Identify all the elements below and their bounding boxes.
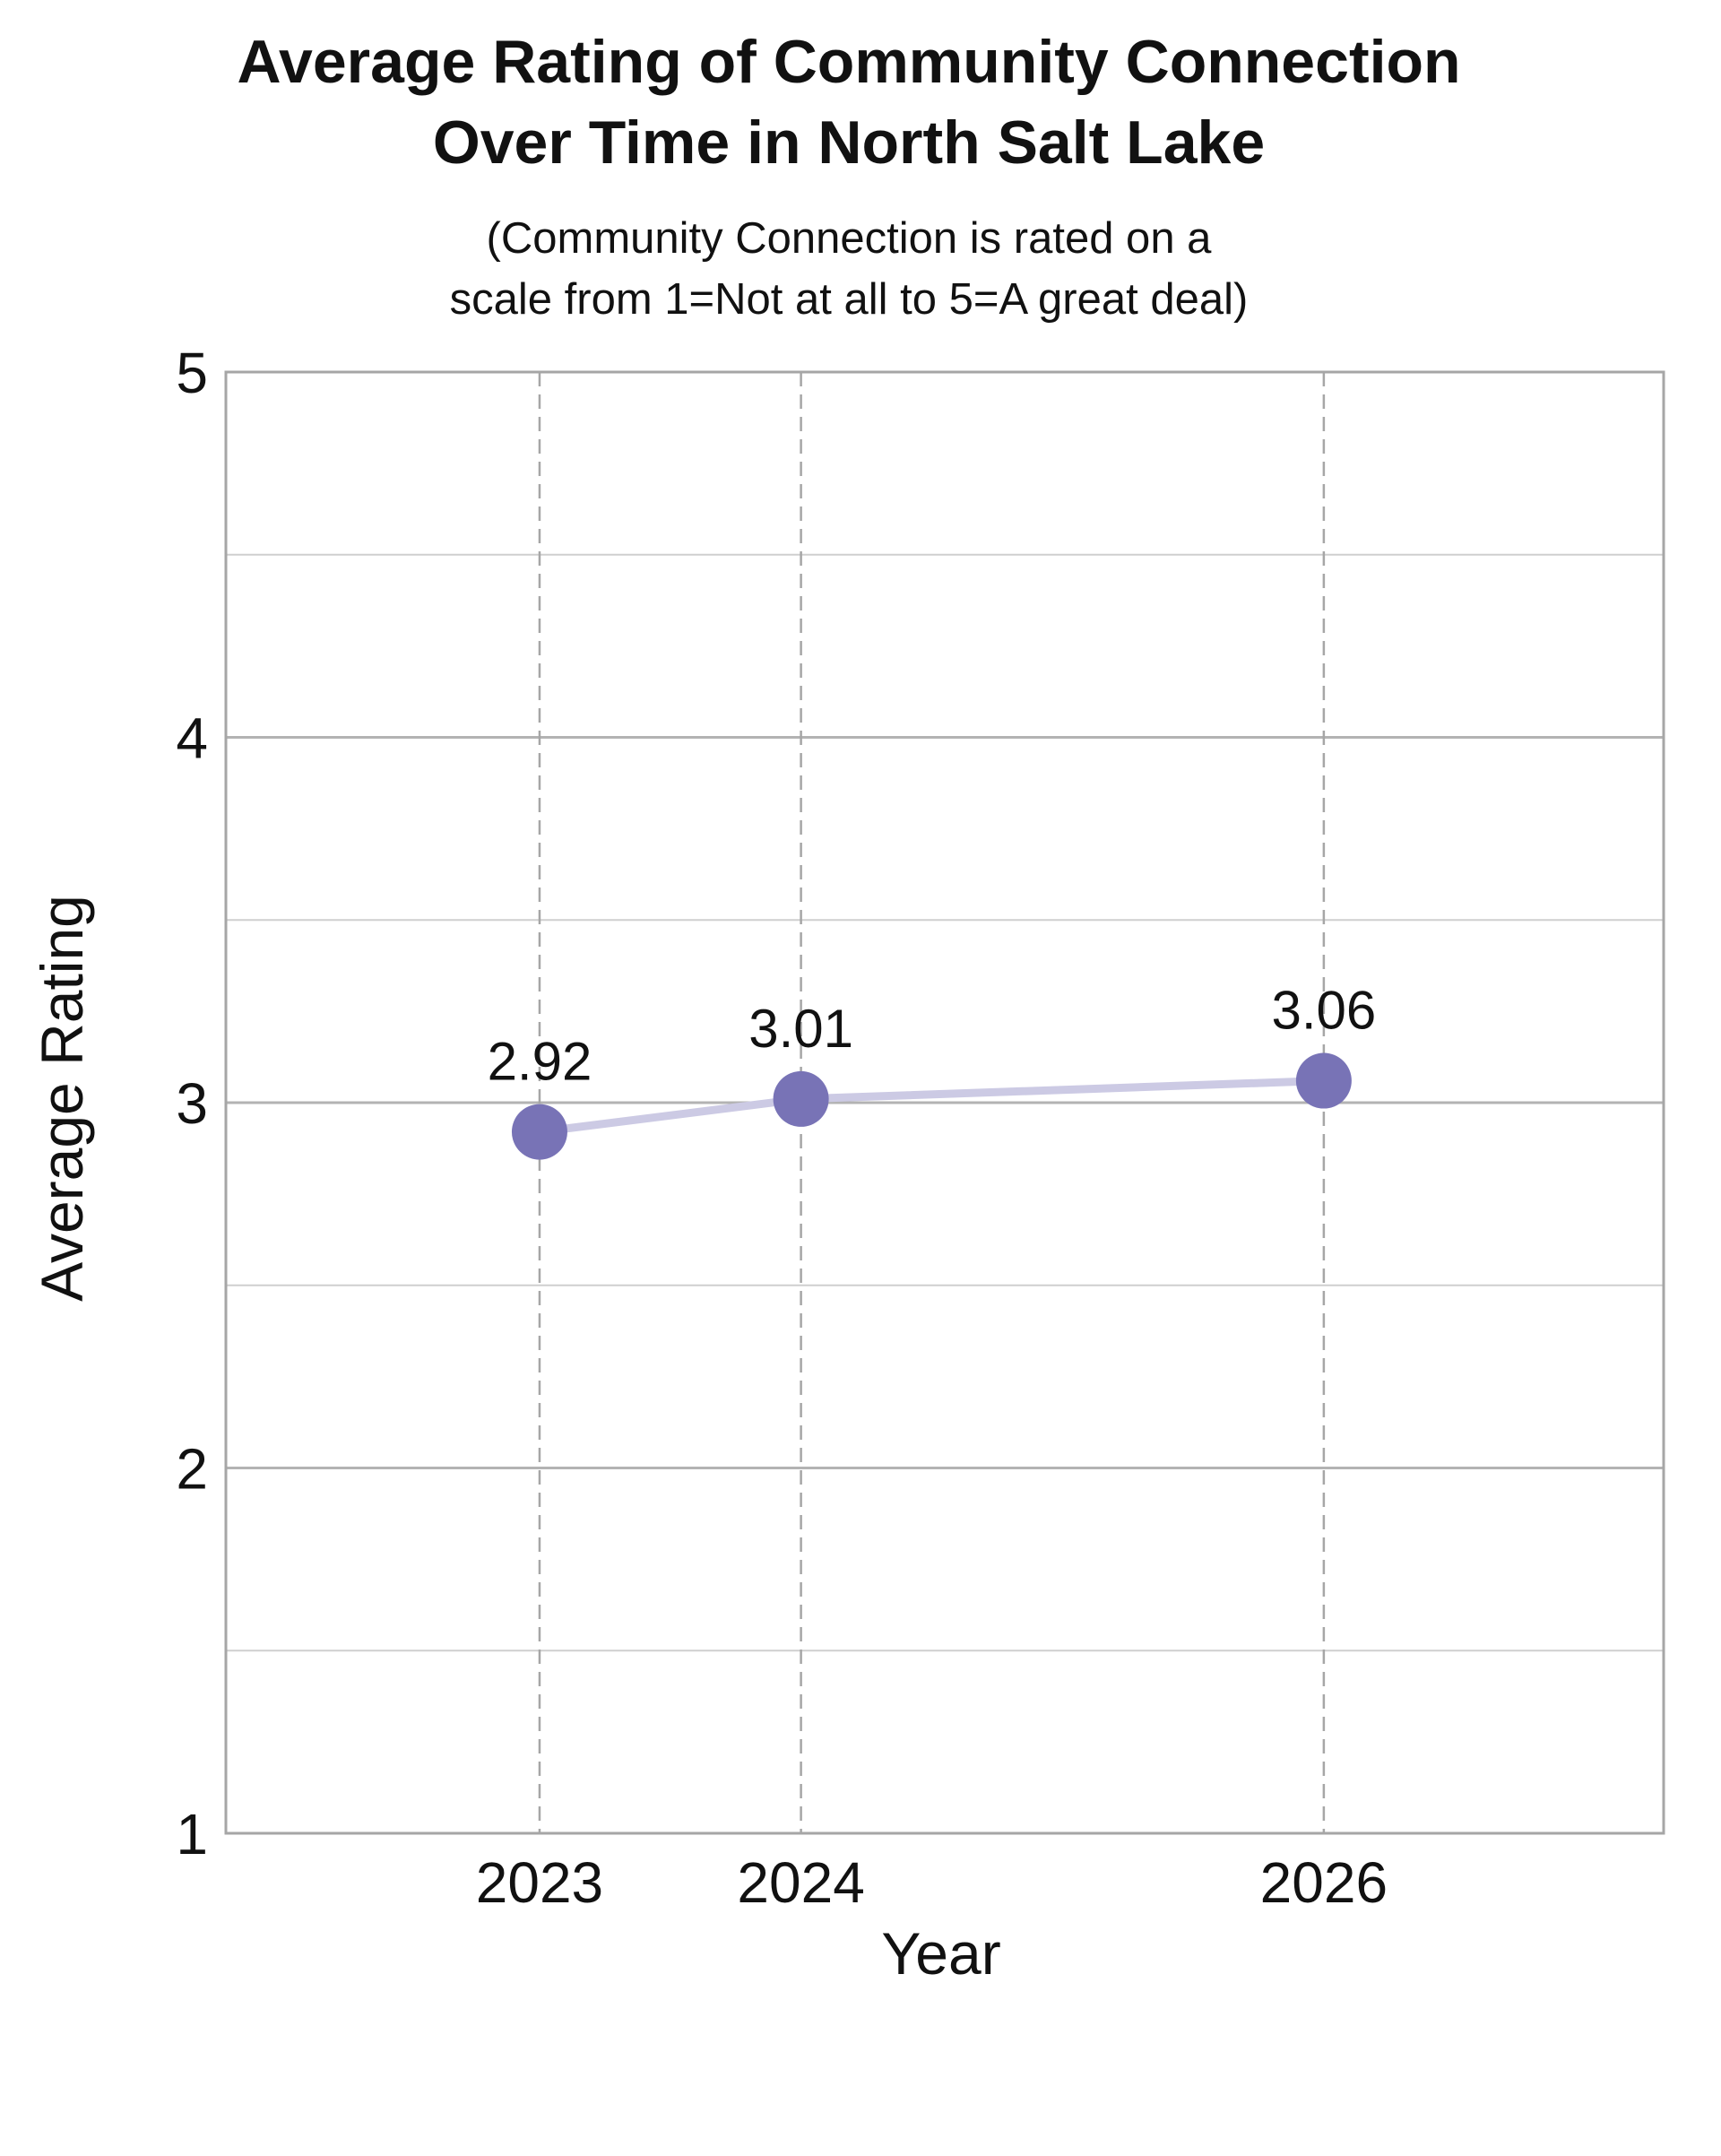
data-label: 2.92 bbox=[488, 1032, 592, 1092]
chart-subtitle-line-1: (Community Connection is rated on a bbox=[487, 214, 1213, 263]
plot-frame bbox=[224, 370, 1665, 1835]
y-axis-label: Average Rating bbox=[29, 895, 95, 1302]
gridlines bbox=[226, 372, 1664, 1833]
y-tick-label: 3 bbox=[176, 1071, 208, 1136]
chart-title-line-1: Average Rating of Community Connection bbox=[237, 28, 1460, 96]
plot-border bbox=[224, 370, 1665, 1835]
y-axis-ticks: 1 2 3 4 5 bbox=[176, 341, 208, 1866]
data-series: 2.92 3.01 3.06 bbox=[488, 981, 1376, 1160]
x-axis-label: Year bbox=[881, 1920, 1000, 1987]
x-tick-label: 2023 bbox=[476, 1850, 603, 1915]
x-tick-label: 2024 bbox=[737, 1850, 864, 1915]
series-line bbox=[535, 1077, 1328, 1137]
y-tick-label: 2 bbox=[176, 1437, 208, 1502]
x-tick-label: 2026 bbox=[1260, 1850, 1388, 1915]
y-tick-label: 1 bbox=[176, 1802, 208, 1866]
data-point bbox=[773, 1070, 829, 1127]
chart-title-line-2: Over Time in North Salt Lake bbox=[433, 108, 1265, 177]
data-point bbox=[1295, 1052, 1352, 1109]
data-label: 3.06 bbox=[1271, 981, 1376, 1041]
chart-title: Average Rating of Community Connection O… bbox=[237, 28, 1460, 177]
y-tick-label: 5 bbox=[176, 341, 208, 405]
data-point bbox=[511, 1104, 567, 1160]
data-label: 3.01 bbox=[748, 999, 853, 1059]
chart-subtitle: (Community Connection is rated on a scal… bbox=[450, 214, 1249, 324]
chart-subtitle-line-2: scale from 1=Not at all to 5=A great dea… bbox=[450, 275, 1249, 324]
x-axis-ticks: 2023 2024 2026 bbox=[476, 1850, 1388, 1915]
y-tick-label: 4 bbox=[176, 706, 208, 771]
